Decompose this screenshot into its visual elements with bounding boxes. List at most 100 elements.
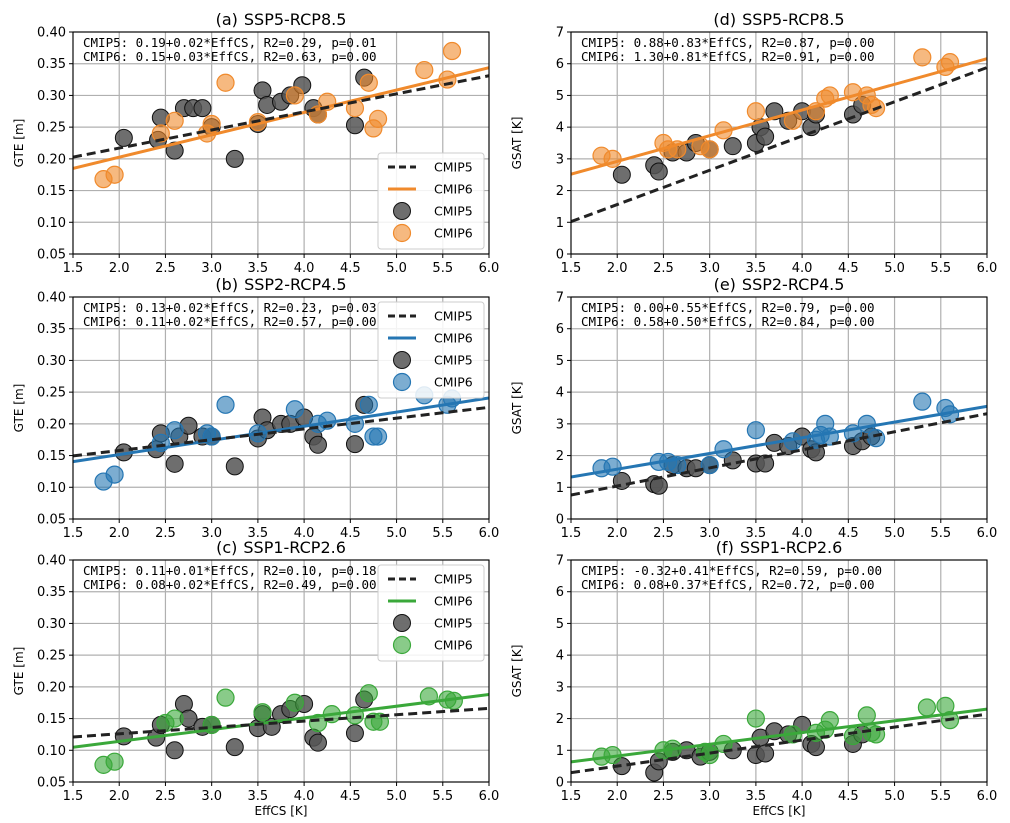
x-tick-label: 5.0 [386,526,407,541]
legend-label: CMIP6 [434,331,473,346]
y-tick-label: 0 [556,248,564,263]
cmip6-point [359,684,378,703]
cmip6-point [285,693,304,712]
cmip6-point [746,421,765,440]
x-tick-label: 4.5 [340,526,361,541]
x-tick-label: 3.0 [699,261,720,276]
cmip6-point [359,395,378,414]
cmip5-point [165,141,184,160]
x-tick-label: 3.5 [248,261,269,276]
cmip6-point [105,165,124,184]
legend-label: CMIP6 [434,594,473,609]
cmip5-point [345,116,364,135]
x-tick-label: 4.0 [792,526,813,541]
x-tick-label: 4.0 [294,261,315,276]
cmip5-point [756,454,775,473]
y-tick-label: 0.05 [37,513,66,528]
y-tick-label: 2 [556,184,564,199]
y-axis-label: GSAT [K] [510,117,524,170]
x-tick-label: 5.5 [432,789,453,804]
panel-letter: (d) [713,10,736,29]
y-tick-label: 0.35 [37,322,66,337]
cmip5-point [756,127,775,146]
y-axis-label: GTE [m] [12,384,26,433]
axes-frame [570,559,988,783]
y-tick-label: 3 [556,152,564,167]
cmip5-point [225,149,244,168]
cmip6-point [746,102,765,121]
x-tick-label: 4.5 [340,789,361,804]
cmip6-point [216,688,235,707]
x-tick-label: 3.0 [201,261,222,276]
panel-scenario: SSP5-RCP8.5 [742,10,845,29]
cmip6-point [700,140,719,159]
cmip6-point [216,73,235,92]
y-tick-label: 0.35 [37,585,66,600]
x-tick-label: 4.0 [792,789,813,804]
panel-e: 1.5 2.0 2.5 3.0 3.5 4.0 4.5 5.0 5.5 6.0 0 1 2 3 4 5 6 7 (e… [510,275,997,541]
y-tick-label: 0 [556,513,564,528]
cmip5-point [165,454,184,473]
axes-frame [570,296,988,520]
x-tick-label: 2.0 [109,789,130,804]
cmip6-fit-line [73,66,489,170]
panel-letter: (a) [216,10,238,29]
y-axis-label: GSAT [K] [510,382,524,435]
cmip6-point [866,429,886,448]
x-tick-label: 1.5 [63,261,84,276]
cmip6-point [105,465,124,484]
legend-label: CMIP6 [434,638,473,653]
y-tick-label: 0.05 [37,248,66,263]
legend-label: CMIP5 [434,572,473,587]
x-tick-label: 5.0 [386,789,407,804]
x-tick-label: 3.5 [248,789,269,804]
legend-label: CMIP5 [434,160,473,175]
legend-label: CMIP6 [434,375,473,390]
y-axis-label: GTE [m] [12,647,26,696]
panel-title: (f) SSP1-RCP2.6 [716,538,843,557]
cmip5-point [225,457,244,476]
x-tick-label: 2.0 [109,261,130,276]
regression-annotation: CMIP5: 0.11+0.01*EffCS, R2=0.10, p=0.18 [83,563,377,578]
x-tick-label: 2.5 [653,789,674,804]
cmip5-fit-line [73,74,489,159]
cmip6-point [253,703,272,722]
panel-scenario: SSP1-RCP2.6 [243,538,346,557]
panel-b: 1.5 2.0 2.5 3.0 3.5 4.0 4.5 5.0 5.5 6.0 0.05 0.10 0.… [12,275,499,541]
x-tick-label: 1.5 [561,261,582,276]
cmip6-point [820,711,839,730]
x-tick-label: 5.0 [884,789,905,804]
cmip5-point [308,733,327,752]
panel-scenario: SSP2-RCP4.5 [742,275,845,294]
y-tick-label: 0.15 [37,449,66,464]
cmip5-point [345,724,364,743]
cmip5-fit-line [571,66,987,224]
y-tick-label: 0.40 [37,291,66,306]
y-tick-label: 0.25 [37,121,66,136]
y-tick-label: 0.25 [37,386,66,401]
x-tick-label: 6.0 [977,526,998,541]
x-tick-label: 2.5 [653,526,674,541]
cmip6-point [913,392,932,411]
x-tick-label: 2.5 [653,261,674,276]
legend-cmip5-marker-swatch [393,351,411,369]
cmip5-fit-line [571,412,987,497]
x-tick-label: 3.5 [746,789,767,804]
x-tick-label: 2.0 [607,261,628,276]
y-tick-label: 2 [556,449,564,464]
regression-annotation: CMIP6: 0.08+0.37*EffCS, R2=0.72, p=0.00 [581,577,875,592]
y-tick-label: 0 [556,776,564,791]
x-tick-label: 3.0 [699,789,720,804]
cmip6-point [746,709,765,728]
y-tick-label: 0.05 [37,776,66,791]
points [592,48,960,184]
y-tick-label: 0.35 [37,57,66,72]
y-tick-label: 1 [556,744,564,759]
x-tick-label: 6.0 [479,526,500,541]
x-tick-label: 5.5 [432,526,453,541]
legend: CMIP5 CMIP6 CMIP5 CMIP6 [377,564,485,662]
y-tick-label: 2 [556,712,564,727]
y-tick-label: 3 [556,417,564,432]
y-tick-label: 5 [556,617,564,632]
regression-annotation: CMIP5: 0.00+0.55*EffCS, R2=0.79, p=0.00 [581,300,875,315]
